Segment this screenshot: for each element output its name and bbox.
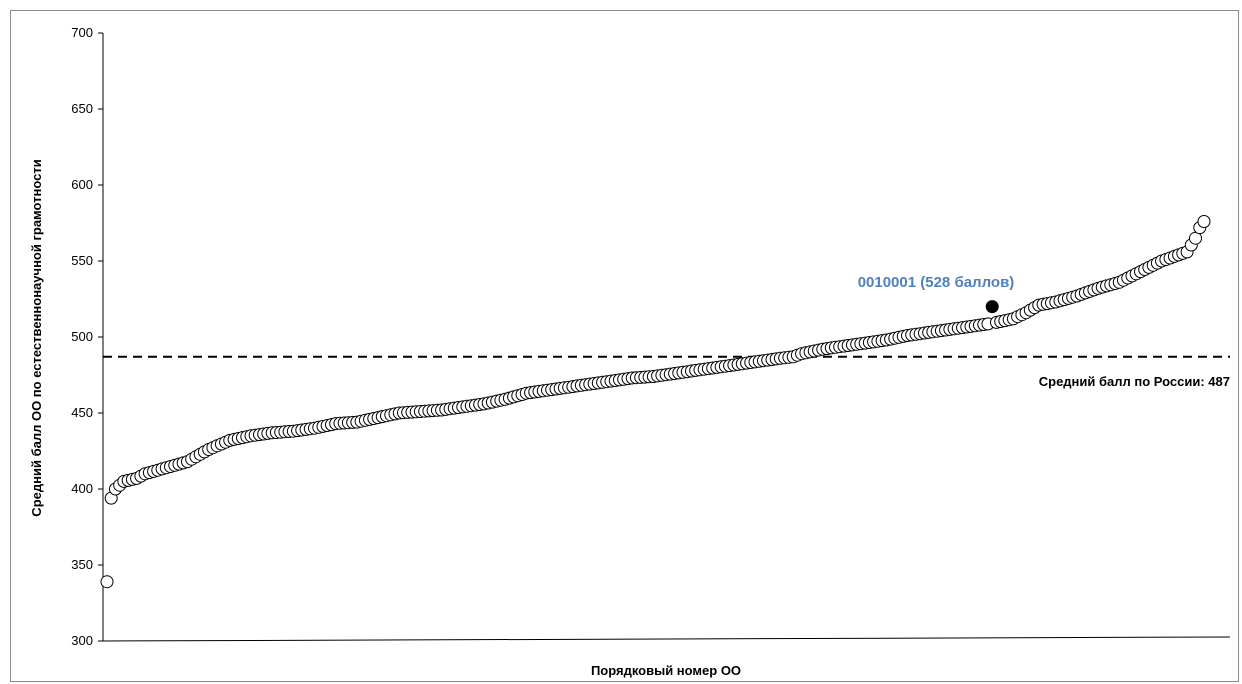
highlight-label: 0010001 (528 баллов) (858, 274, 1015, 291)
x-axis-title: Порядковый номер ОО (591, 663, 741, 678)
data-point (1197, 215, 1211, 228)
y-tick-label: 550 (71, 253, 93, 268)
y-tick-label: 400 (71, 481, 93, 496)
y-tick-label: 450 (71, 405, 93, 420)
y-axis: 300 350 400 450 500 550 600 650 700 (71, 25, 104, 648)
highlight-point (985, 300, 999, 314)
y-tick-label: 700 (71, 25, 93, 40)
y-tick-label: 600 (71, 177, 93, 192)
data-point (100, 575, 114, 589)
reference-line-label: Средний балл по России: 487 (1039, 374, 1230, 389)
x-axis-line (102, 636, 1231, 642)
y-axis-title: Средний балл ОО по естественнонаучной гр… (29, 159, 44, 516)
data-points (100, 215, 1211, 589)
x-axis (102, 636, 1231, 642)
y-tick-label: 500 (71, 329, 93, 344)
y-tick-label: 300 (71, 633, 93, 648)
scatter-chart: 300 350 400 450 500 550 600 650 700 0010001 (528… (29, 25, 1231, 678)
y-tick-label: 650 (71, 101, 93, 116)
chart-frame: 300 350 400 450 500 550 600 650 700 0010001 (528… (10, 10, 1239, 682)
y-tick-label: 350 (71, 557, 93, 572)
